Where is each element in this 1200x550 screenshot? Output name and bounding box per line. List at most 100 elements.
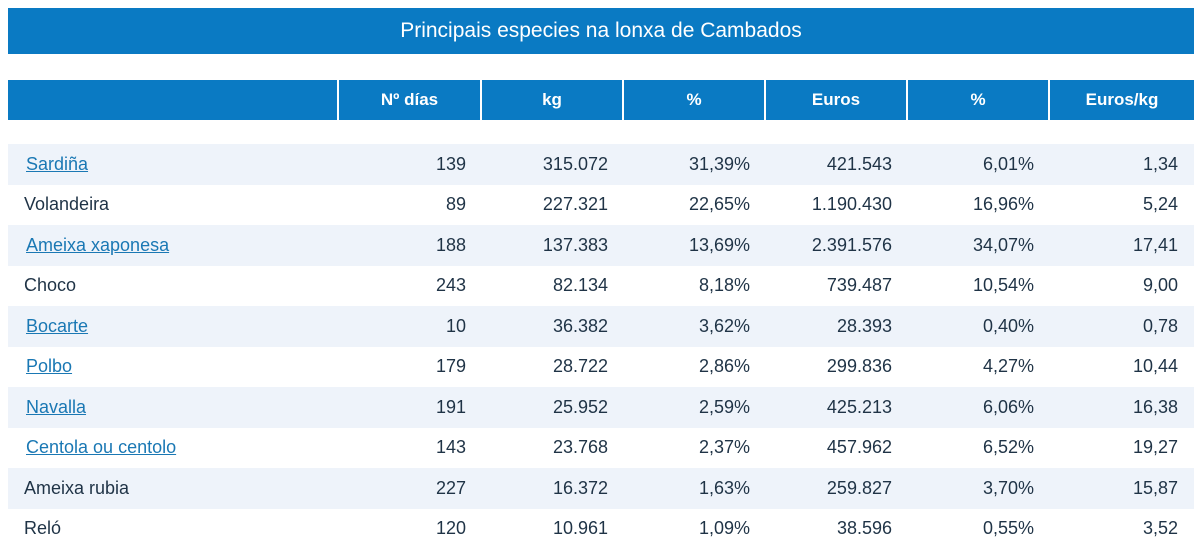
- pct-kg-cell: 1,63%: [698, 477, 750, 498]
- table-header: Nº días kg % Euros % Euros/kg: [8, 80, 1194, 120]
- table-row: Sardiña 139 315.072 31,39% 421.543 6,01% 1,34: [8, 144, 1194, 185]
- table-row: Navalla 191 25.952 2,59% 425.213 6,06% 16,38: [8, 387, 1194, 428]
- kg-cell: 28.722: [552, 356, 608, 377]
- table-row: Centola ou centolo 143 23.768 2,37% 457.962 6…: [8, 427, 1194, 469]
- pct-euros-cell: 4,27%: [982, 356, 1034, 377]
- euros-per-kg-cell: 5,24: [1142, 194, 1178, 215]
- pct-kg-cell: 2,86%: [698, 356, 750, 377]
- euros-per-kg-cell: 17,41: [1132, 234, 1178, 255]
- species-link[interactable]: Centola ou centolo: [26, 437, 177, 458]
- pct-kg-cell: 1,09%: [698, 518, 750, 539]
- euros-per-kg-cell: 9,00: [1142, 275, 1178, 296]
- pct-euros-cell: 6,06%: [982, 396, 1034, 417]
- table-row: Ameixa rubia 227 16.372 1,63% 259.827 3,70% 15…: [8, 468, 1194, 509]
- header-pct-euros: %: [908, 80, 1050, 120]
- pct-kg-cell: 13,69%: [688, 234, 750, 255]
- header-days: Nº días: [339, 80, 482, 120]
- species-name: Ameixa rubia: [24, 477, 130, 498]
- kg-cell: 16.372: [552, 477, 608, 498]
- header-kg: kg: [482, 80, 624, 120]
- pct-kg-cell: 2,37%: [698, 437, 750, 458]
- species-cell: Centola ou centolo: [8, 428, 339, 469]
- pct-euros-cell: 0,40%: [982, 315, 1034, 336]
- euros-cell: 739.487: [826, 275, 892, 296]
- euros-cell: 28.393: [836, 315, 892, 336]
- euros-cell: 259.827: [826, 477, 892, 498]
- pct-kg-cell: 3,62%: [698, 315, 750, 336]
- kg-cell: 10.961: [552, 518, 608, 539]
- euros-per-kg-cell: 19,27: [1132, 437, 1178, 458]
- euros-cell: 457.962: [826, 437, 892, 458]
- table-row: Bocarte 10 36.382 3,62% 28.393 0,40% 0,78: [8, 306, 1194, 347]
- species-link[interactable]: Polbo: [26, 356, 73, 377]
- species-cell: Ameixa rubia: [8, 468, 339, 509]
- table-row: Volandeira 89 227.321 22,65% 1.190.430 16,96%…: [8, 184, 1194, 226]
- species-name: Choco: [24, 275, 77, 296]
- species-cell: Reló: [8, 509, 339, 550]
- euros-per-kg-cell: 16,38: [1132, 396, 1178, 417]
- species-link[interactable]: Sardiña: [26, 153, 89, 174]
- species-cell: Ameixa xaponesa: [8, 225, 339, 266]
- euros-cell: 299.836: [826, 356, 892, 377]
- euros-per-kg-cell: 15,87: [1132, 477, 1178, 498]
- species-cell: Polbo: [8, 347, 339, 388]
- pct-euros-cell: 34,07%: [972, 234, 1034, 255]
- euros-cell: 1.190.430: [811, 194, 892, 215]
- euros-per-kg-cell: 1,34: [1142, 153, 1178, 174]
- pct-kg-cell: 31,39%: [688, 153, 750, 174]
- species-cell: Volandeira: [8, 185, 339, 226]
- pct-euros-cell: 10,54%: [972, 275, 1034, 296]
- euros-cell: 2.391.576: [811, 234, 892, 255]
- kg-cell: 137.383: [542, 234, 608, 255]
- species-link[interactable]: Navalla: [26, 396, 87, 417]
- species-name: Volandeira: [24, 194, 110, 215]
- species-link[interactable]: Bocarte: [26, 315, 89, 336]
- pct-kg-cell: 8,18%: [698, 275, 750, 296]
- pct-kg-cell: 22,65%: [688, 194, 750, 215]
- table-title: Principais especies na lonxa de Cambados: [8, 8, 1194, 54]
- days-cell: 10: [445, 315, 466, 336]
- days-cell: 243: [435, 275, 466, 296]
- species-cell: Sardiña: [8, 144, 339, 185]
- species-cell: Navalla: [8, 387, 339, 428]
- days-cell: 120: [435, 518, 466, 539]
- table-row: Choco 243 82.134 8,18% 739.487 10,54% 9,00: [8, 265, 1194, 307]
- days-cell: 89: [445, 194, 466, 215]
- kg-cell: 227.321: [542, 194, 608, 215]
- pct-euros-cell: 6,52%: [982, 437, 1034, 458]
- header-species: [8, 80, 339, 120]
- pct-euros-cell: 0,55%: [982, 518, 1034, 539]
- days-cell: 227: [435, 477, 466, 498]
- days-cell: 179: [435, 356, 466, 377]
- pct-euros-cell: 16,96%: [972, 194, 1034, 215]
- days-cell: 188: [435, 234, 466, 255]
- header-pct-kg: %: [624, 80, 766, 120]
- table-row: Ameixa xaponesa 188 137.383 13,69% 2.391.576…: [8, 225, 1194, 266]
- species-link[interactable]: Ameixa xaponesa: [26, 234, 170, 255]
- euros-cell: 38.596: [836, 518, 892, 539]
- euros-cell: 425.213: [826, 396, 892, 417]
- kg-cell: 315.072: [542, 153, 608, 174]
- kg-cell: 23.768: [552, 437, 608, 458]
- pct-euros-cell: 6,01%: [982, 153, 1034, 174]
- table-body: Sardiña 139 315.072 31,39% 421.543 6,01% 1,34 V…: [8, 144, 1194, 549]
- header-euros: Euros: [766, 80, 908, 120]
- euros-per-kg-cell: 10,44: [1132, 356, 1178, 377]
- euros-per-kg-cell: 0,78: [1142, 315, 1178, 336]
- pct-kg-cell: 2,59%: [698, 396, 750, 417]
- header-euros-per-kg: Euros/kg: [1050, 80, 1194, 120]
- euros-per-kg-cell: 3,52: [1142, 518, 1178, 539]
- table-row: Reló 120 10.961 1,09% 38.596 0,55% 3,52: [8, 508, 1194, 550]
- species-name: Reló: [24, 518, 62, 539]
- days-cell: 191: [435, 396, 466, 417]
- days-cell: 143: [435, 437, 466, 458]
- species-cell: Bocarte: [8, 306, 339, 347]
- table-row: Polbo 179 28.722 2,86% 299.836 4,27% 10,44: [8, 346, 1194, 388]
- days-cell: 139: [435, 153, 466, 174]
- kg-cell: 25.952: [552, 396, 608, 417]
- kg-cell: 82.134: [552, 275, 608, 296]
- pct-euros-cell: 3,70%: [982, 477, 1034, 498]
- species-cell: Choco: [8, 266, 339, 307]
- kg-cell: 36.382: [552, 315, 608, 336]
- euros-cell: 421.543: [826, 153, 892, 174]
